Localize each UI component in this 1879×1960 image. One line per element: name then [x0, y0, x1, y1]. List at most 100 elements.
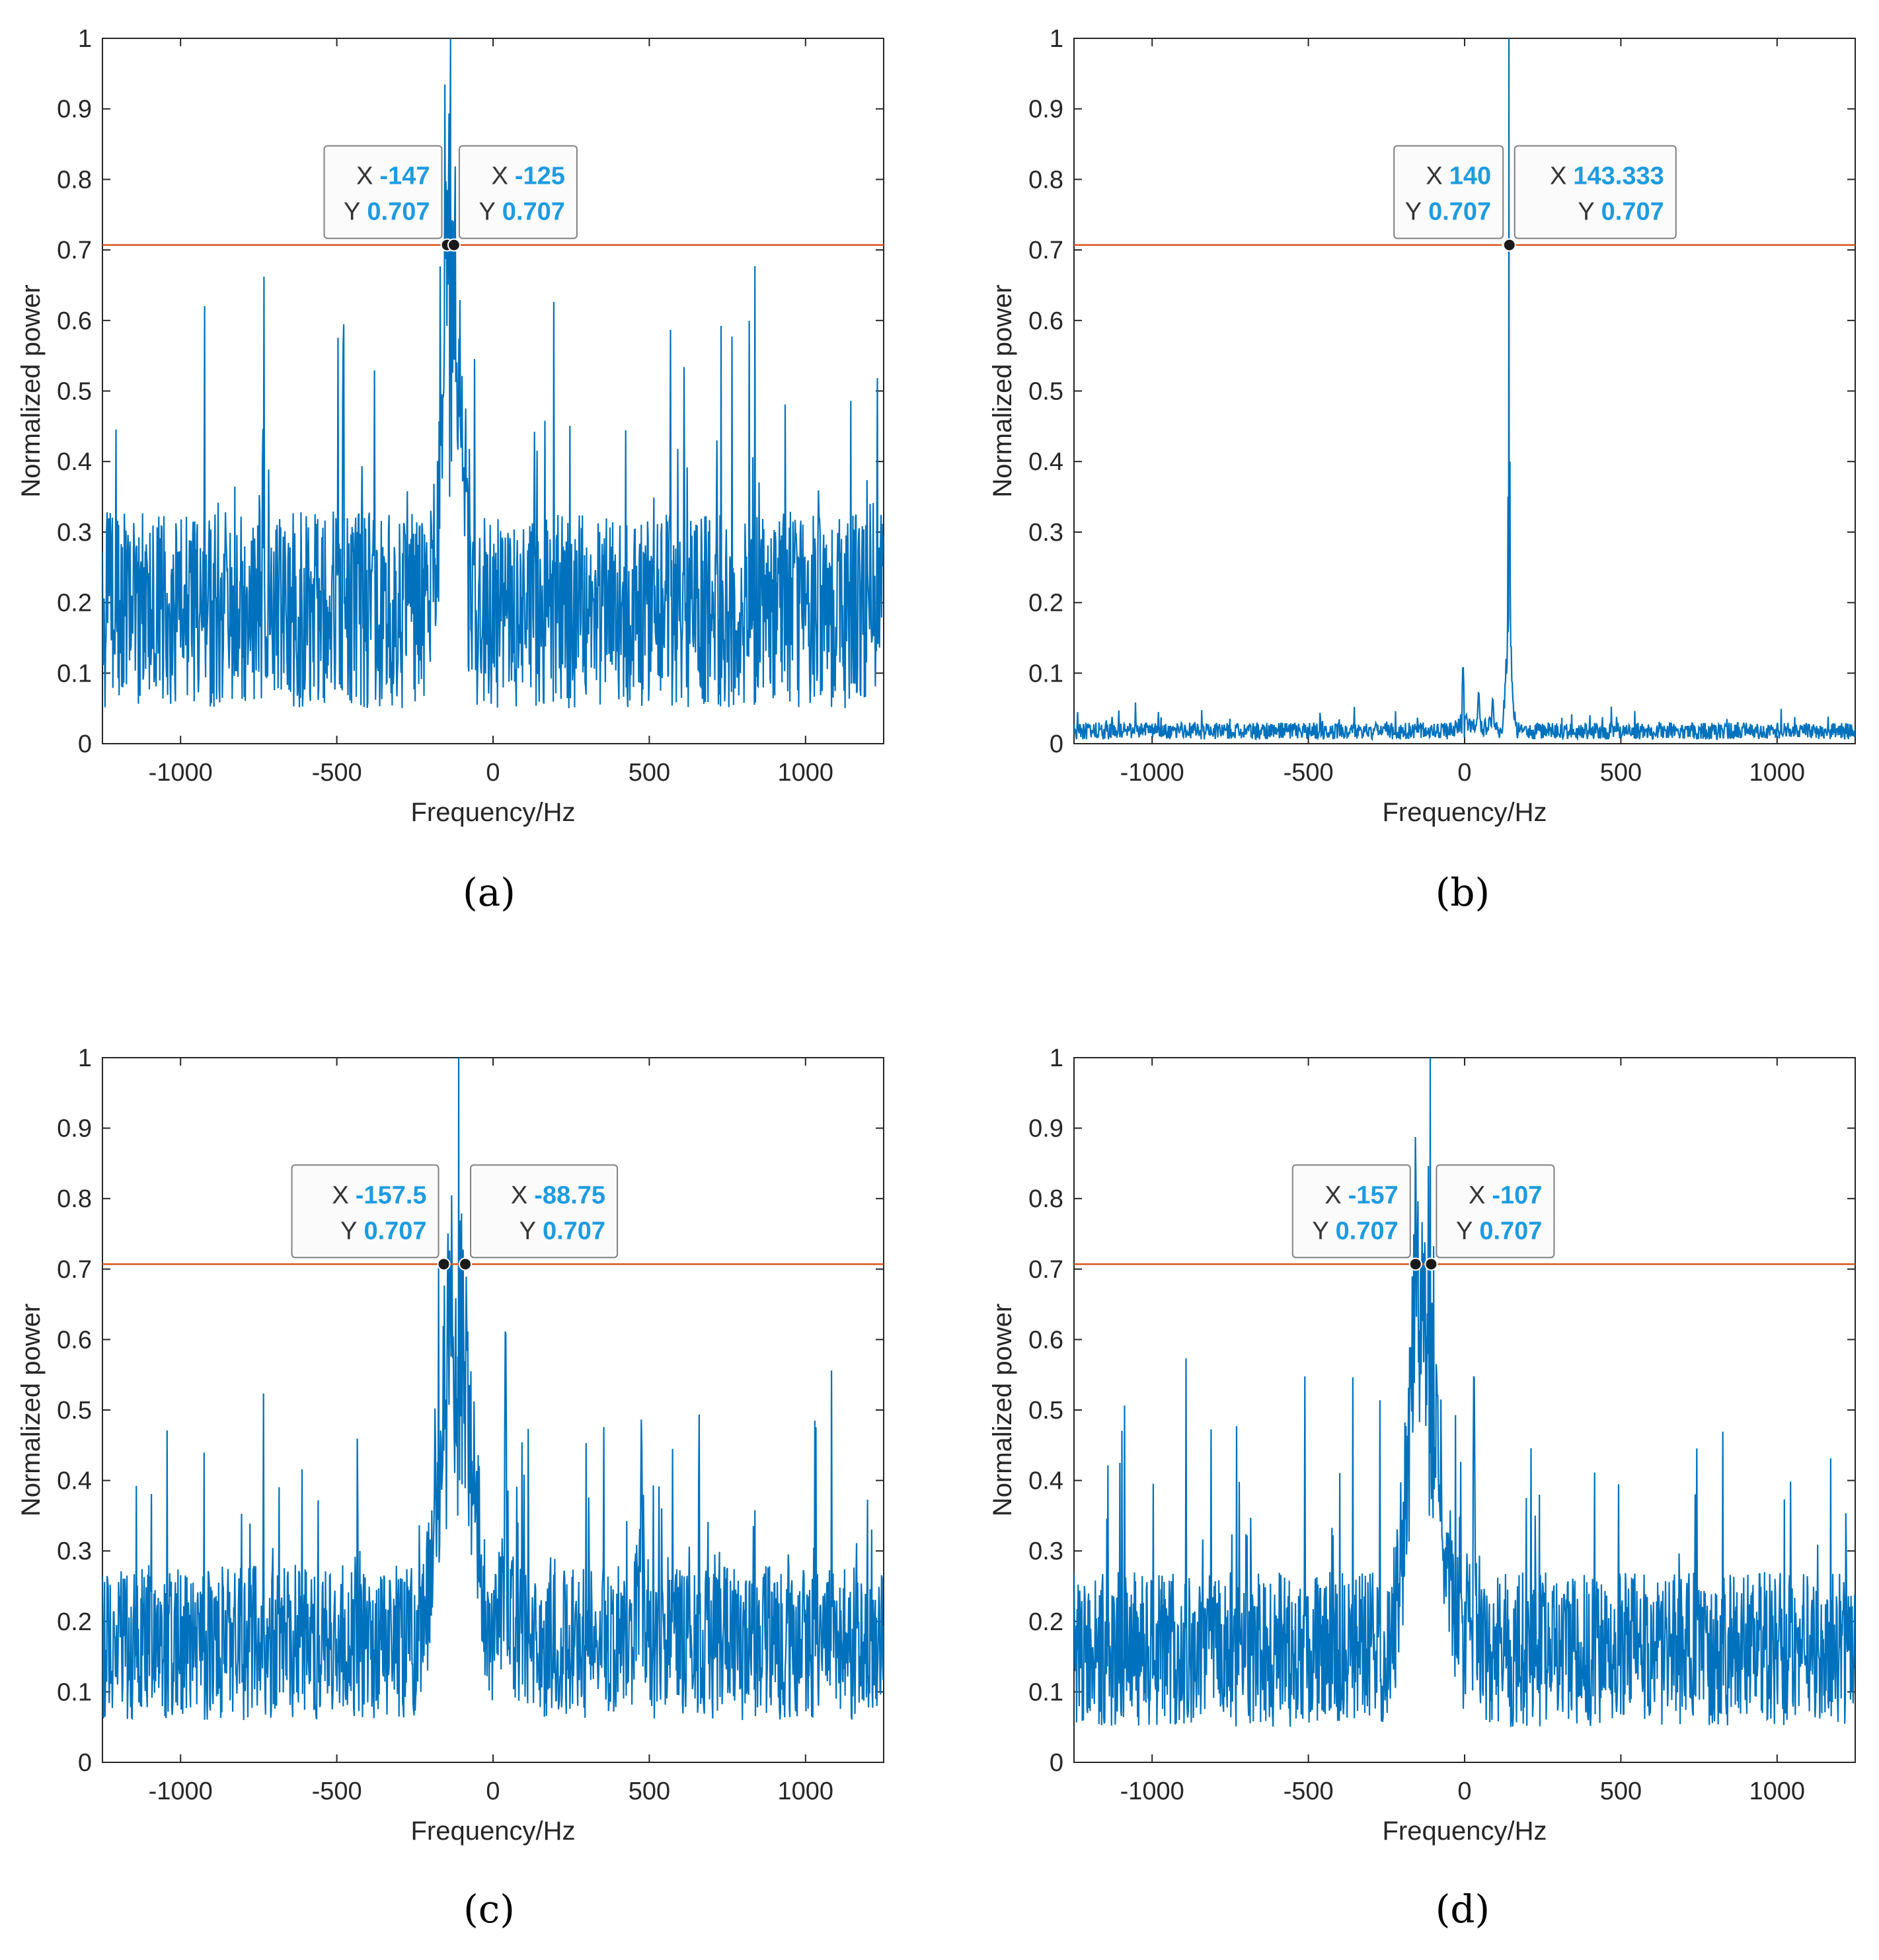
datatip-marker[interactable] [459, 1257, 473, 1271]
x-tick-label: -1000 [149, 759, 213, 787]
datatip-y-value: 0.707 [1479, 1217, 1542, 1245]
datatip-x-value: -88.75 [534, 1181, 605, 1209]
datatip-y-value: 0.707 [1336, 1217, 1399, 1245]
datatip-box[interactable] [470, 1164, 619, 1259]
datatip-box[interactable] [458, 145, 578, 239]
panel-label: (b) [1436, 870, 1490, 915]
datatip-box[interactable] [291, 1164, 440, 1259]
x-tick-label: -1000 [149, 1778, 213, 1805]
datatip-y-key: Y [1578, 198, 1594, 226]
y-axis-title: Normalized power [988, 1304, 1017, 1516]
datatip-x-value: -147 [379, 163, 430, 190]
chart-panel-b: 0 0.1 0.2 0.3 0.4 0.5 0.6 0.7 0.8 0.9 1 -1000 -500 0 5… [988, 25, 1856, 915]
datatip-y-key: Y [340, 1217, 357, 1245]
x-axis-title: Frequency/Hz [411, 798, 576, 827]
x-tick-label: -1000 [1120, 759, 1184, 787]
x-tick-label: 500 [629, 1778, 670, 1805]
datatip-marker[interactable] [1424, 1257, 1438, 1271]
datatip-box[interactable] [1393, 145, 1504, 239]
chart-panel-a: 0 0.1 0.2 0.3 0.4 0.5 0.6 0.7 0.8 0.9 1 -1000 -500 0 5… [17, 25, 884, 915]
datatip-x-key: X [1469, 1181, 1485, 1209]
y-tick-label: 0.8 [57, 1185, 92, 1213]
x-tick-label: 1000 [1749, 759, 1806, 787]
spectrum-trace [1074, 1058, 1855, 1727]
x-tick-label: -500 [1284, 1778, 1334, 1805]
datatip-y-value: 0.707 [502, 198, 565, 226]
panel-label: (c) [463, 1887, 515, 1932]
y-tick-label: 0.1 [1028, 1678, 1063, 1706]
x-tick-label: 1000 [778, 759, 834, 787]
datatip-box[interactable] [1514, 145, 1677, 239]
y-tick-label: 0.2 [1028, 590, 1063, 617]
x-axis-title: Frequency/Hz [411, 1817, 576, 1846]
y-tick-label: 0.6 [1028, 307, 1063, 335]
y-tick-label: 0.9 [57, 96, 92, 124]
x-tick-label: 1000 [1749, 1778, 1806, 1805]
datatip-box[interactable] [323, 145, 443, 239]
datatip-marker[interactable] [1408, 1257, 1422, 1271]
datatip-x-value: -107 [1492, 1181, 1542, 1209]
y-tick-label: 0.8 [1028, 1185, 1063, 1213]
y-tick-label: 0.2 [1028, 1608, 1063, 1636]
datatip-marker[interactable] [447, 238, 461, 252]
chart-panel-c: 0 0.1 0.2 0.3 0.4 0.5 0.6 0.7 0.8 0.9 1 -1000 -500 0 5… [17, 1044, 884, 1932]
y-axis-title: Normalized power [988, 284, 1017, 497]
y-tick-label: 0.1 [1028, 660, 1063, 687]
x-tick-label: 0 [1457, 759, 1471, 787]
y-tick-label: 0 [1050, 730, 1063, 758]
y-tick-label: 0.1 [57, 660, 92, 687]
datatip-x-key: X [1426, 163, 1442, 190]
x-tick-label: -500 [312, 759, 362, 787]
datatip-y-key: Y [519, 1217, 536, 1245]
x-tick-label: -500 [312, 1778, 362, 1805]
datatip-y-value: 0.707 [1601, 198, 1664, 226]
chart-panel-d: 0 0.1 0.2 0.3 0.4 0.5 0.6 0.7 0.8 0.9 1 -1000 -500 0 5… [988, 1044, 1856, 1932]
datatip-y-key: Y [344, 198, 360, 226]
datatip-marker[interactable] [1502, 238, 1516, 252]
datatip-y-key: Y [1312, 1217, 1328, 1245]
datatip-x-key: X [511, 1181, 527, 1209]
y-axis-title: Normalized power [17, 1304, 46, 1516]
panel-label: (a) [463, 870, 516, 915]
datatip-x-value: 143.333 [1573, 163, 1664, 190]
datatip-y-value: 0.707 [364, 1217, 426, 1245]
y-tick-label: 0.4 [57, 448, 92, 476]
spectrum-trace [102, 1058, 884, 1721]
datatip-x-key: X [1550, 163, 1566, 190]
y-tick-label: 0 [78, 730, 92, 758]
datatip-x-key: X [332, 1181, 348, 1209]
y-tick-label: 0.9 [57, 1115, 92, 1143]
y-tick-label: 0.3 [1028, 519, 1063, 547]
y-tick-label: 0 [1050, 1749, 1063, 1777]
y-tick-label: 0.7 [1028, 237, 1063, 264]
x-tick-label: 0 [486, 759, 500, 787]
y-tick-label: 1 [1050, 25, 1063, 53]
y-tick-label: 0.7 [1028, 1256, 1063, 1284]
datatip-y-value: 0.707 [1428, 198, 1491, 226]
x-tick-label: 500 [629, 759, 670, 787]
x-tick-label: 500 [1600, 1778, 1642, 1805]
datatip-box[interactable] [1436, 1164, 1555, 1259]
datatip-y-key: Y [479, 198, 495, 226]
y-tick-label: 0.8 [1028, 166, 1063, 194]
y-tick-label: 0.8 [57, 166, 92, 194]
y-tick-label: 0.5 [57, 378, 92, 406]
y-tick-label: 0.5 [1028, 1397, 1063, 1425]
y-axis-title: Normalized power [17, 284, 46, 497]
y-tick-label: 0.6 [57, 1326, 92, 1354]
x-axis-title: Frequency/Hz [1383, 798, 1547, 827]
datatip-y-value: 0.707 [543, 1217, 605, 1245]
x-tick-label: 0 [1457, 1778, 1471, 1805]
y-tick-label: 0.1 [57, 1678, 92, 1706]
x-tick-label: -1000 [1120, 1778, 1184, 1805]
y-tick-label: 0.4 [57, 1468, 92, 1495]
datatip-marker[interactable] [437, 1257, 451, 1271]
y-tick-label: 0 [78, 1749, 92, 1777]
y-tick-label: 0.7 [57, 237, 92, 264]
datatip-x-key: X [491, 163, 508, 190]
datatip-y-value: 0.707 [367, 198, 430, 226]
datatip-x-value: -125 [515, 163, 565, 190]
y-tick-label: 0.6 [57, 307, 92, 335]
datatip-box[interactable] [1291, 1164, 1411, 1259]
